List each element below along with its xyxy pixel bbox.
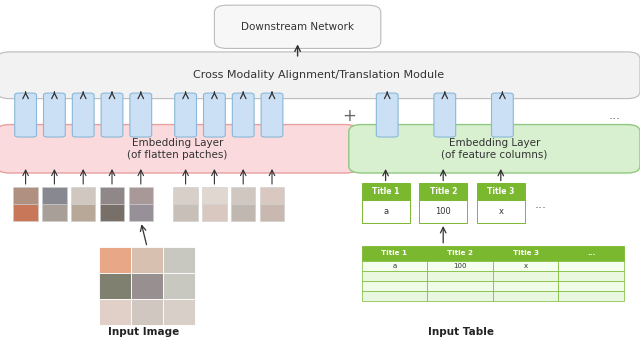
Bar	[231, 204, 255, 221]
Bar	[493, 281, 558, 291]
FancyBboxPatch shape	[204, 93, 225, 137]
Text: x: x	[524, 263, 527, 269]
Text: Input Image: Input Image	[108, 327, 180, 337]
Bar	[260, 187, 284, 204]
Text: +: +	[342, 107, 356, 125]
Bar	[428, 271, 493, 281]
Text: Cross Modality Alignment/Translation Module: Cross Modality Alignment/Translation Mod…	[193, 70, 444, 80]
Text: Title 1: Title 1	[381, 251, 408, 256]
Bar	[428, 281, 493, 291]
Bar	[129, 204, 153, 221]
FancyBboxPatch shape	[349, 125, 640, 173]
Bar	[173, 187, 198, 204]
Bar	[202, 187, 227, 204]
Bar	[558, 291, 624, 301]
Text: 100: 100	[435, 207, 451, 216]
Bar	[13, 187, 38, 204]
Bar	[362, 291, 428, 301]
Bar	[71, 187, 95, 204]
Bar	[131, 247, 163, 273]
Text: Downstream Network: Downstream Network	[241, 22, 354, 32]
Bar	[362, 200, 410, 223]
Bar	[260, 204, 284, 221]
FancyBboxPatch shape	[232, 93, 254, 137]
FancyBboxPatch shape	[214, 5, 381, 48]
FancyBboxPatch shape	[15, 93, 36, 137]
Text: ...: ...	[587, 251, 595, 256]
Text: Title 3: Title 3	[487, 187, 515, 196]
FancyBboxPatch shape	[0, 125, 358, 173]
Bar	[100, 187, 124, 204]
Bar	[477, 200, 525, 223]
Text: Embedding Layer
(of flatten patches): Embedding Layer (of flatten patches)	[127, 138, 228, 160]
Bar	[428, 261, 493, 271]
Text: Title 2: Title 2	[447, 251, 473, 256]
Bar	[558, 281, 624, 291]
Bar	[493, 246, 558, 261]
Bar	[493, 271, 558, 281]
Bar	[428, 246, 493, 261]
Text: a: a	[392, 263, 397, 269]
Bar	[163, 247, 195, 273]
FancyBboxPatch shape	[101, 93, 123, 137]
Bar	[42, 187, 67, 204]
FancyBboxPatch shape	[261, 93, 283, 137]
Text: ...: ...	[609, 109, 620, 122]
Bar	[362, 261, 428, 271]
Bar	[493, 291, 558, 301]
Bar	[42, 204, 67, 221]
Bar	[202, 204, 227, 221]
Bar	[362, 246, 428, 261]
FancyBboxPatch shape	[376, 93, 398, 137]
Bar	[99, 273, 131, 299]
Bar	[231, 187, 255, 204]
Bar	[163, 273, 195, 299]
Bar	[131, 299, 163, 325]
Bar	[428, 291, 493, 301]
Text: a: a	[383, 207, 388, 216]
Text: Input Table: Input Table	[428, 327, 494, 337]
Text: Embedding Layer
(of feature columns): Embedding Layer (of feature columns)	[441, 138, 548, 160]
FancyBboxPatch shape	[44, 93, 65, 137]
Bar	[558, 271, 624, 281]
Bar	[419, 200, 467, 223]
Bar	[173, 204, 198, 221]
Text: x: x	[499, 207, 503, 216]
Bar	[419, 183, 467, 200]
Bar	[493, 261, 558, 271]
Bar	[362, 281, 428, 291]
Bar	[362, 183, 410, 200]
FancyBboxPatch shape	[0, 52, 640, 99]
Text: Title 2: Title 2	[429, 187, 457, 196]
Bar	[362, 271, 428, 281]
Bar	[71, 204, 95, 221]
FancyBboxPatch shape	[434, 93, 456, 137]
Bar	[558, 261, 624, 271]
FancyBboxPatch shape	[492, 93, 513, 137]
Bar	[558, 246, 624, 261]
Text: ...: ...	[535, 198, 547, 211]
FancyBboxPatch shape	[72, 93, 94, 137]
Bar	[477, 183, 525, 200]
Bar	[129, 187, 153, 204]
Bar	[13, 204, 38, 221]
Bar	[163, 299, 195, 325]
Text: Title 1: Title 1	[372, 187, 399, 196]
FancyBboxPatch shape	[175, 93, 196, 137]
Bar	[99, 299, 131, 325]
Text: Title 3: Title 3	[513, 251, 539, 256]
Text: 100: 100	[453, 263, 467, 269]
Bar	[99, 247, 131, 273]
FancyBboxPatch shape	[130, 93, 152, 137]
Bar	[131, 273, 163, 299]
Bar	[100, 204, 124, 221]
